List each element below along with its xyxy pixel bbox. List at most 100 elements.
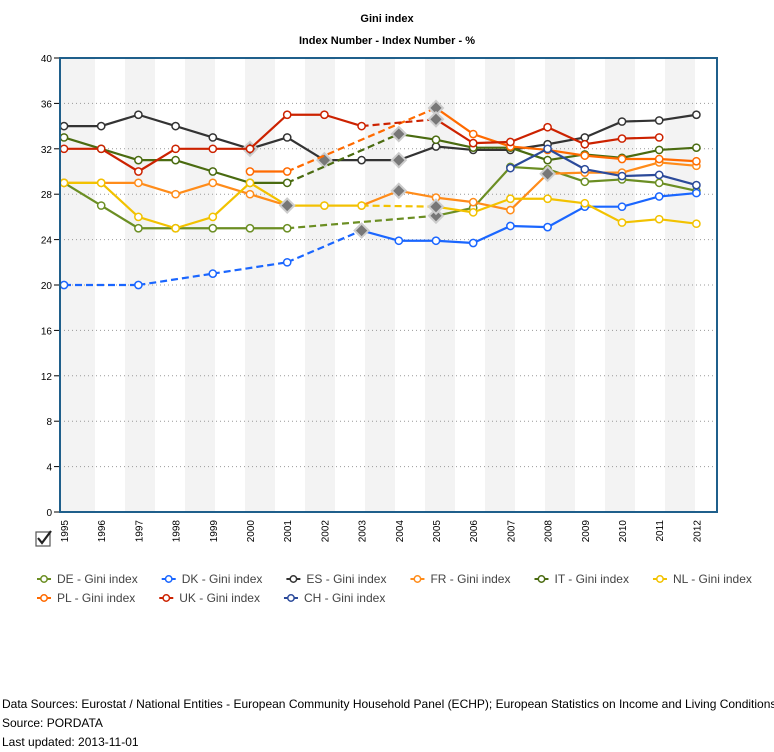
y-tick-label: 12 [41, 372, 53, 383]
series-segment-dashed [361, 204, 437, 208]
legend-marker [162, 594, 171, 602]
series-segment [584, 154, 623, 161]
series-segment [100, 113, 139, 128]
data-point [320, 110, 329, 120]
break-marker [390, 182, 408, 200]
series-segment [621, 161, 660, 174]
data-sources: Data Sources: Eurostat / National Entiti… [2, 697, 774, 711]
data-point [245, 167, 255, 176]
data-point [282, 133, 292, 142]
series-segment [138, 181, 176, 196]
series-segment [472, 166, 512, 209]
data-point [282, 178, 292, 188]
series-segment [584, 202, 623, 224]
data-point [431, 236, 441, 246]
series-segment [621, 218, 660, 224]
data-point [320, 201, 329, 210]
series-segment [137, 147, 177, 173]
data-point [617, 154, 627, 164]
data-point [468, 129, 478, 139]
legend: DE - Gini index DK - Gini index ES - Gini … [37, 572, 752, 605]
data-point [59, 280, 69, 290]
data-point [134, 280, 143, 290]
data-point [208, 144, 218, 154]
x-tick-label: 2009 [581, 520, 592, 543]
y-tick-label: 40 [41, 54, 53, 65]
checkbox-checked-icon[interactable] [35, 530, 52, 547]
series-segment [547, 136, 585, 146]
data-point [245, 144, 255, 154]
data-point [543, 222, 552, 232]
y-tick-label: 4 [46, 463, 52, 474]
data-point [282, 223, 292, 233]
data-point [543, 144, 552, 154]
data-point [59, 121, 69, 131]
data-point [245, 223, 255, 233]
data-point [134, 110, 143, 120]
series-segment [212, 181, 251, 196]
y-tick-label: 24 [41, 236, 53, 247]
x-tick-label: 2006 [469, 520, 480, 543]
series-segment [324, 113, 362, 128]
series-segment [435, 107, 474, 135]
source: Source: PORDATA [2, 716, 103, 730]
series-segment [621, 178, 660, 184]
series-segment [398, 145, 437, 162]
data-point [580, 177, 590, 187]
legend-item: ES - Gini index [286, 572, 386, 586]
data-point [134, 155, 143, 165]
series-segment [63, 136, 102, 150]
series-segment [547, 168, 586, 183]
series-segment [510, 145, 548, 152]
background-bands [60, 58, 695, 512]
series-segment [249, 181, 288, 207]
legend-marker [537, 575, 546, 583]
series-segment-dashed [287, 214, 437, 230]
legend-label: CH - Gini index [304, 591, 385, 605]
series-ch [506, 144, 701, 190]
data-point [692, 143, 701, 153]
data-point [282, 257, 292, 267]
series-segment [659, 157, 697, 163]
series-segment [63, 181, 102, 207]
data-point [96, 144, 106, 154]
series-segment-dashed [286, 229, 363, 264]
series-segment [249, 113, 288, 150]
legend-item: CH - Gini index [283, 591, 385, 605]
data-point [59, 133, 69, 142]
series-segment [435, 118, 474, 145]
data-point [580, 164, 590, 174]
data-point [617, 202, 627, 212]
series-segment [621, 173, 660, 178]
data-point [394, 236, 404, 246]
series-segment [584, 168, 623, 178]
plot-frame [59, 57, 718, 513]
data-point [468, 238, 478, 248]
legend-label: PL - Gini index [57, 591, 135, 605]
series-segment-dashed [286, 106, 437, 173]
data-point [357, 121, 366, 131]
data-point [654, 170, 664, 180]
series-segment [435, 196, 474, 204]
data-point [357, 201, 366, 210]
data-point [617, 218, 627, 227]
series-segment [510, 224, 548, 229]
series-segment [175, 159, 214, 173]
data-point [208, 178, 218, 188]
y-tick-label: 8 [46, 417, 52, 428]
legend-item: DK - Gini index [161, 572, 262, 586]
x-tick-label: 2005 [432, 520, 443, 543]
series-segment [547, 205, 586, 229]
legend-marker [164, 575, 173, 583]
data-point [208, 269, 218, 278]
legend-item: UK - Gini index [159, 591, 260, 605]
series-segment [659, 218, 697, 225]
data-point [654, 192, 664, 201]
y-tick-label: 20 [41, 281, 53, 292]
data-point [506, 163, 515, 173]
data-point [506, 205, 515, 215]
x-tick-label: 1997 [134, 520, 145, 543]
series-segment [472, 133, 511, 148]
data-point [357, 155, 366, 165]
data-point [171, 144, 180, 154]
